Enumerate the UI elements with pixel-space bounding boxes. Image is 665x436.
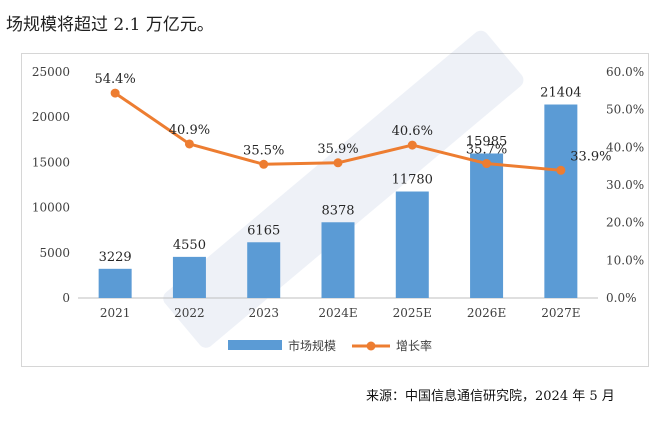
bar-2026E (470, 153, 504, 298)
legend-label-line: 增长率 (396, 338, 432, 353)
x-tick-label: 2022 (174, 306, 205, 320)
growth-rate-point (407, 140, 417, 150)
right-tick-label: 20.0% (606, 216, 644, 230)
growth-rate-label: 35.7% (466, 143, 507, 158)
growth-rate-point (110, 88, 120, 98)
left-tick-label: 15000 (32, 155, 70, 169)
bar-value-label: 6165 (247, 223, 280, 238)
bar-value-label: 15985 (466, 134, 507, 149)
x-tick-label: 2025E (393, 306, 432, 320)
bar-2027E (544, 104, 578, 298)
right-tick-label: 30.0% (606, 178, 644, 192)
bar-value-label: 4550 (173, 238, 206, 253)
left-tick-label: 20000 (32, 110, 70, 124)
right-tick-label: 60.0% (606, 65, 644, 79)
left-tick-label: 10000 (32, 201, 70, 215)
bar-2025E (395, 191, 429, 298)
legend-label-bar: 市场规模 (288, 338, 336, 353)
growth-rate-point (259, 159, 269, 169)
legend-swatch-point (366, 341, 376, 351)
legend-swatch-bar (228, 340, 282, 350)
intro-text: 场规模将超过 2.1 万亿元。 (6, 15, 214, 35)
right-tick-label: 40.0% (606, 140, 644, 154)
left-tick-label: 5000 (39, 246, 70, 260)
x-tick-label: 2023 (248, 306, 279, 320)
growth-rate-point (184, 139, 194, 149)
growth-rate-label: 35.5% (243, 143, 284, 158)
right-tick-label: 10.0% (606, 253, 644, 267)
growth-rate-label: 33.9% (570, 149, 611, 164)
growth-rate-label: 54.4% (94, 72, 135, 87)
bar-value-label: 8378 (321, 203, 354, 218)
bar-2023 (247, 242, 281, 298)
growth-rate-label: 40.9% (169, 123, 210, 138)
left-tick-label: 25000 (32, 65, 70, 79)
left-tick-label: 0 (62, 291, 70, 305)
bar-value-label: 21404 (540, 86, 581, 101)
right-tick-label: 0.0% (606, 291, 637, 305)
growth-rate-point (333, 158, 343, 168)
x-tick-label: 2021 (100, 306, 131, 320)
growth-rate-point (556, 165, 566, 175)
bar-2021 (98, 268, 132, 298)
x-tick-label: 2027E (541, 306, 580, 320)
growth-rate-label: 40.6% (392, 124, 433, 139)
bar-value-label: 11780 (392, 173, 433, 188)
x-tick-label: 2026E (467, 306, 506, 320)
right-tick-label: 50.0% (606, 103, 644, 117)
growth-rate-label: 35.9% (317, 142, 358, 157)
chart-frame (21, 53, 649, 367)
growth-rate-point (482, 159, 492, 169)
x-tick-label: 2024E (318, 306, 357, 320)
bar-value-label: 3229 (99, 250, 132, 265)
source-note: 来源：中国信息通信研究院，2024 年 5 月 (366, 389, 615, 404)
bar-2024E (321, 222, 355, 298)
bar-2022 (172, 256, 206, 298)
